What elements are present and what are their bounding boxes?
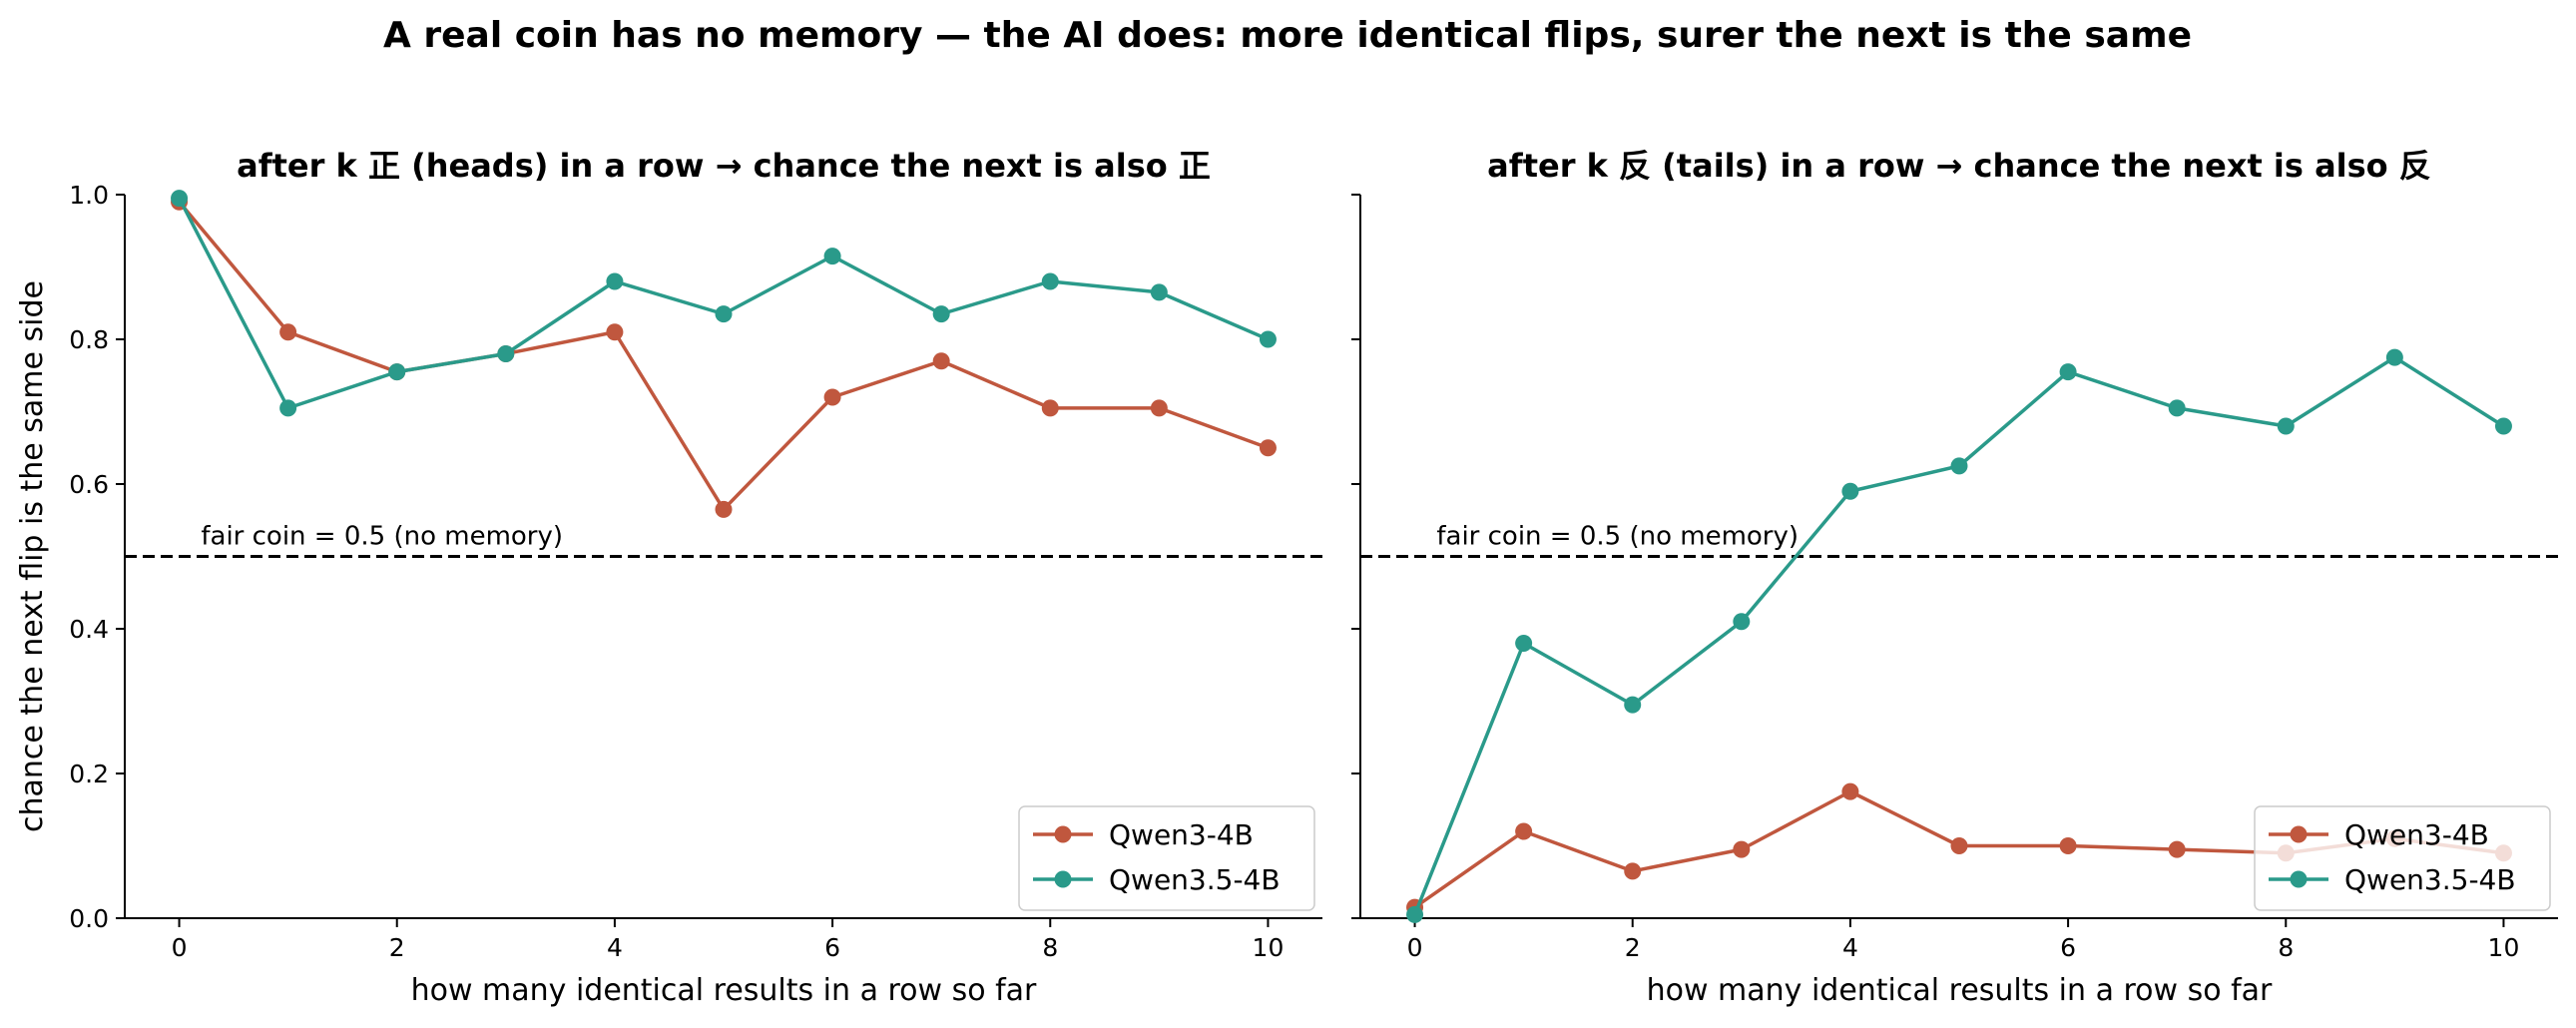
data-point	[1841, 482, 1859, 500]
data-point	[1733, 613, 1751, 631]
reference-line-label: fair coin = 0.5 (no memory)	[201, 522, 563, 552]
data-point	[1950, 457, 1968, 475]
legend-marker	[1054, 825, 1072, 843]
data-point	[2059, 837, 2077, 854]
legend-marker	[2290, 870, 2308, 888]
series-line	[178, 201, 1270, 512]
legend: Qwen3-4B Qwen3.5-4B	[2254, 805, 2551, 911]
data-point	[2385, 348, 2403, 366]
data-point	[823, 388, 841, 406]
x-tick-label: 4	[1842, 933, 1858, 962]
data-point	[1406, 905, 1424, 923]
legend-entry: Qwen3-4B	[2344, 818, 2489, 851]
data-point	[279, 323, 297, 341]
chart-panel-1: after k 正 (heads) in a row → chance the …	[15, 147, 1322, 1008]
data-point	[497, 345, 515, 362]
data-point	[1515, 822, 1533, 840]
data-point	[1150, 283, 1168, 301]
data-point	[1733, 840, 1751, 858]
legend-marker	[2290, 825, 2308, 843]
legend-entry: Qwen3-4B	[1109, 818, 1254, 851]
data-point	[1041, 272, 1059, 290]
x-tick-label: 0	[1407, 933, 1423, 962]
data-point	[1515, 635, 1533, 652]
legend-entry: Qwen3.5-4B	[2344, 863, 2516, 896]
x-tick-label: 8	[2278, 933, 2294, 962]
x-tick-label: 4	[607, 933, 623, 962]
x-tick-label: 2	[1625, 933, 1641, 962]
x-tick-label: 0	[172, 933, 188, 962]
series-line	[177, 197, 1270, 410]
data-point	[2494, 417, 2512, 435]
data-point	[932, 352, 950, 370]
data-point	[171, 190, 189, 208]
data-point	[1259, 439, 1277, 457]
data-point	[1259, 330, 1277, 348]
data-point	[1624, 862, 1642, 880]
data-point	[2059, 363, 2077, 381]
data-point	[1150, 399, 1168, 417]
data-point	[279, 399, 297, 417]
legend-entry: Qwen3.5-4B	[1109, 863, 1281, 896]
chart-panel-2: after k 反 (tails) in a row → chance the …	[1351, 147, 2558, 1008]
panel-title: after k 反 (tails) in a row → chance the …	[1487, 147, 2431, 185]
x-tick-label: 6	[824, 933, 840, 962]
legend-box	[1018, 805, 1315, 911]
y-tick-label: 0.6	[69, 470, 109, 499]
reference-line-label: fair coin = 0.5 (no memory)	[1436, 522, 1799, 552]
y-axis-label: chance the next flip is the same side	[15, 280, 50, 832]
data-point	[606, 323, 624, 341]
data-point	[823, 248, 841, 265]
data-point	[1950, 837, 1968, 854]
figure-title: A real coin has no memory — the AI does:…	[383, 15, 2192, 56]
y-tick-label: 0.0	[69, 904, 109, 933]
data-point	[2168, 399, 2186, 417]
legend-marker	[1054, 870, 1072, 888]
y-tick-label: 0.2	[69, 760, 109, 788]
y-tick-label: 1.0	[69, 181, 109, 210]
panels: after k 正 (heads) in a row → chance the …	[15, 147, 2558, 1008]
data-point	[1041, 399, 1059, 417]
x-tick-label: 10	[2488, 933, 2520, 962]
data-point	[388, 363, 406, 381]
data-point	[1841, 782, 1859, 800]
data-point	[2168, 840, 2186, 858]
y-tick-label: 0.8	[69, 325, 109, 354]
y-tick-label: 0.4	[69, 615, 109, 644]
data-point	[1624, 696, 1642, 714]
series-2	[171, 190, 1277, 417]
x-tick-label: 6	[2060, 933, 2076, 962]
series-1	[171, 193, 1277, 518]
data-point	[932, 305, 950, 323]
data-point	[2277, 417, 2295, 435]
x-tick-label: 2	[389, 933, 405, 962]
series-2	[1406, 348, 2512, 923]
panel-title: after k 正 (heads) in a row → chance the …	[237, 147, 1211, 185]
x-tick-label: 8	[1042, 933, 1058, 962]
x-axis-label: how many identical results in a row so f…	[1647, 973, 2273, 1008]
x-axis-label: how many identical results in a row so f…	[411, 973, 1037, 1008]
data-point	[715, 500, 733, 518]
data-point	[715, 305, 733, 323]
legend-box	[2254, 805, 2551, 911]
x-tick-label: 10	[1253, 933, 1285, 962]
data-point	[606, 272, 624, 290]
legend: Qwen3-4B Qwen3.5-4B	[1018, 805, 1315, 911]
